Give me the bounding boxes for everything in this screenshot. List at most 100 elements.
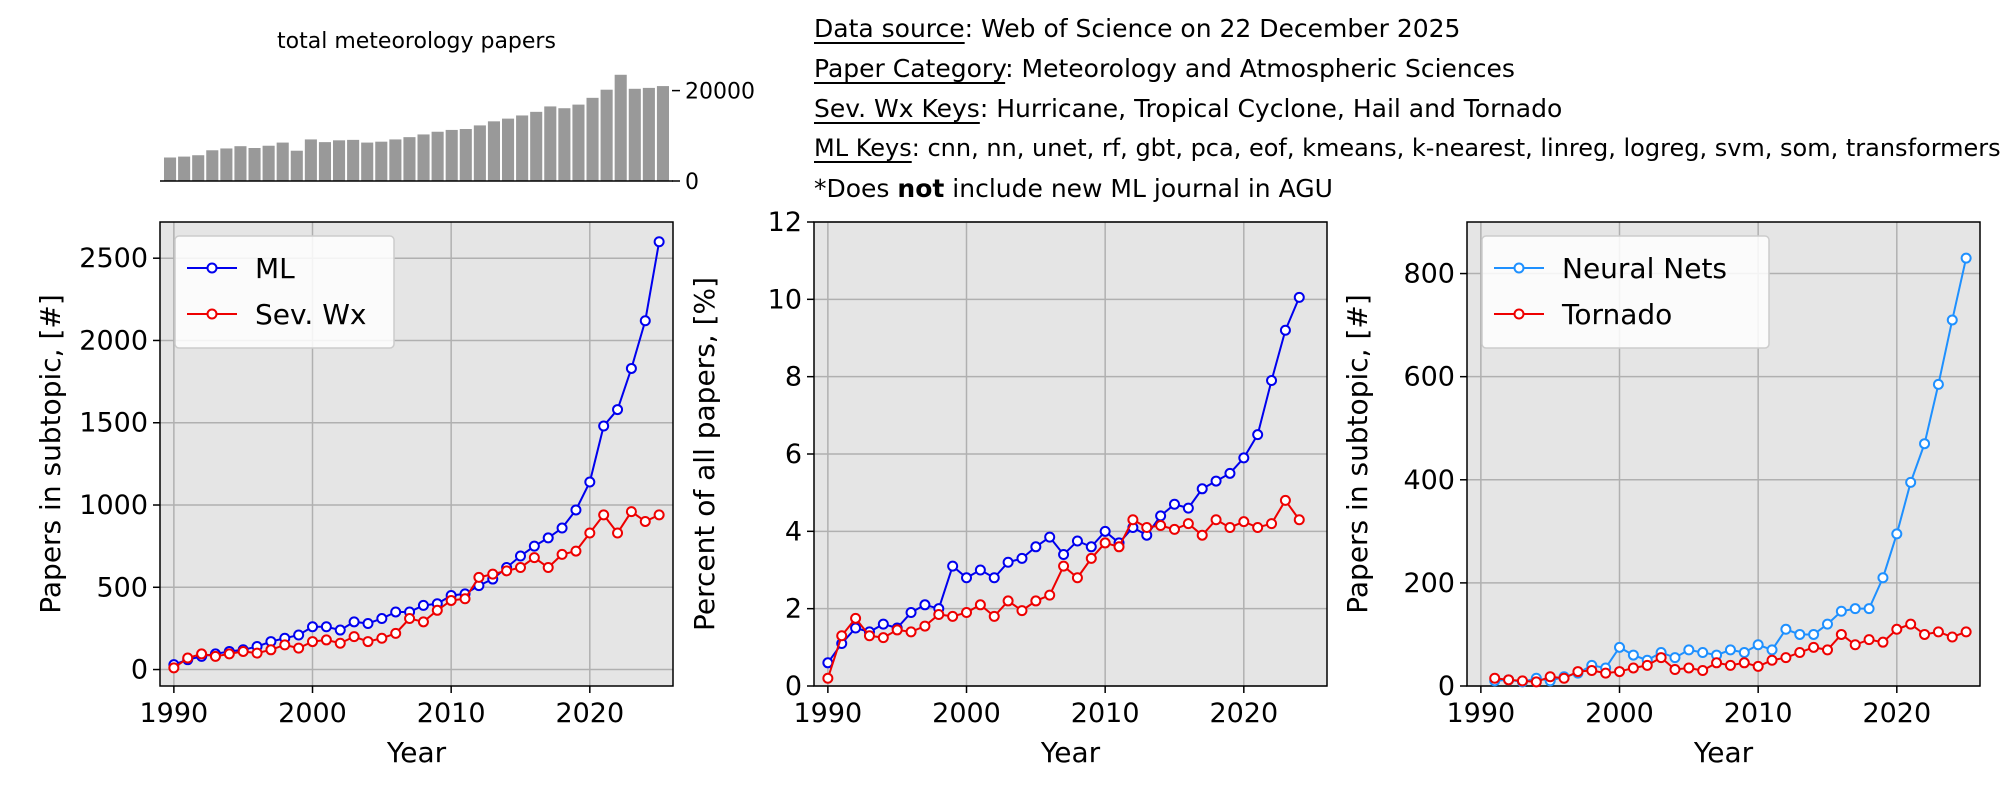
info-key-ml-keys: ML Keys [814, 134, 912, 162]
data-point [1627, 662, 1639, 674]
info-key-paper-category: Paper Category [814, 54, 1006, 83]
data-point [1766, 654, 1778, 666]
bar [318, 142, 331, 181]
bar [642, 87, 655, 181]
data-point [1071, 535, 1083, 547]
data-point [542, 532, 554, 544]
data-point [1891, 623, 1903, 635]
data-point [348, 631, 360, 643]
bar [389, 139, 402, 181]
data-point [584, 476, 596, 488]
y-tick-label: 200 [1403, 568, 1455, 599]
data-point [487, 568, 499, 580]
data-point [1780, 623, 1792, 635]
data-point [1044, 589, 1056, 601]
data-point [1794, 628, 1806, 640]
x-axis-label: Year [1693, 736, 1754, 769]
info-value-ml-keys: cnn, nn, unet, rf, gbt, pca, eof, kmeans… [927, 134, 2000, 162]
y-axis-label: Percent of all papers, [%] [688, 277, 721, 631]
data-point [891, 624, 903, 636]
data-point [1752, 660, 1764, 672]
chart-total: 0 20000 total meteorology papers [160, 29, 755, 195]
bar [530, 111, 543, 181]
data-point [905, 626, 917, 638]
data-point [320, 621, 332, 633]
data-point [362, 617, 374, 629]
data-point [877, 632, 889, 644]
data-point [877, 618, 889, 630]
data-point [1821, 644, 1833, 656]
legend-label: Tornado [1561, 298, 1672, 331]
bar [276, 142, 289, 181]
bar [502, 118, 515, 181]
bar [487, 121, 500, 181]
data-point [1266, 375, 1278, 387]
data-point [1905, 618, 1917, 630]
info-note-suffix: include new ML journal in AGU [944, 174, 1333, 203]
data-point [1821, 618, 1833, 630]
data-point [1071, 572, 1083, 584]
data-point [1600, 667, 1612, 679]
data-point [1503, 674, 1515, 686]
data-point [1960, 626, 1972, 638]
data-point [307, 636, 319, 648]
data-point [1182, 518, 1194, 530]
data-point [320, 634, 332, 646]
bar [220, 148, 233, 181]
data-point [1058, 549, 1070, 561]
y-tick-label: 1000 [79, 490, 148, 521]
data-point [1279, 324, 1291, 336]
data-point [836, 630, 848, 642]
y-tick-label: 6 [785, 439, 802, 470]
y-axis-label: Papers in subtopic, [#] [34, 294, 67, 613]
y-tick-label: 0 [131, 655, 148, 686]
data-point [1794, 646, 1806, 658]
data-point [1252, 521, 1264, 533]
data-point [404, 613, 416, 625]
data-point [1572, 666, 1584, 678]
chart-right: 1990 2000 2010 2020 0 200 400 600 800 Year Papers … [1341, 221, 1981, 769]
data-point [1141, 521, 1153, 533]
data-point [1946, 314, 1958, 326]
data-point [639, 315, 651, 327]
data-point [1849, 603, 1861, 615]
data-point [863, 630, 875, 642]
data-point [625, 506, 637, 518]
bar [206, 150, 219, 181]
data-point [1960, 252, 1972, 264]
legend-box [174, 235, 395, 349]
data-point [1002, 595, 1014, 607]
data-point [1724, 659, 1736, 671]
info-note: *Does not include new ML journal in AGU [814, 174, 1333, 203]
bar [403, 137, 416, 181]
data-point [1196, 483, 1208, 495]
data-point [1210, 514, 1222, 526]
info-line-data-source: Data source: Web of Science on 22 Decemb… [814, 14, 1461, 43]
info-value-data-source: Web of Science on 22 December 2025 [981, 14, 1461, 43]
data-point [514, 550, 526, 562]
data-point [1946, 631, 1958, 643]
data-point [459, 593, 471, 605]
y-tick-label: 0 [685, 170, 699, 195]
data-point [1113, 541, 1125, 553]
data-point [919, 620, 931, 632]
data-point [1002, 556, 1014, 568]
data-point [1266, 518, 1278, 530]
data-point [947, 560, 959, 572]
bar [333, 140, 346, 181]
data-point [514, 562, 526, 574]
data-point [1030, 541, 1042, 553]
bar [164, 157, 177, 181]
data-point [1224, 467, 1236, 479]
chart-title: total meteorology papers [277, 29, 556, 54]
data-point [334, 624, 346, 636]
info-key-data-source: Data source [814, 14, 965, 43]
data-point [1238, 452, 1250, 464]
data-point [598, 420, 610, 432]
x-tick-label: 2000 [932, 698, 1001, 729]
x-axis-label: Year [386, 736, 447, 769]
data-point [237, 645, 249, 657]
data-point [1724, 644, 1736, 656]
chart-middle: 1990 2000 2010 2020 0 2 4 6 8 10 12 Year Percent of … [688, 207, 1328, 769]
